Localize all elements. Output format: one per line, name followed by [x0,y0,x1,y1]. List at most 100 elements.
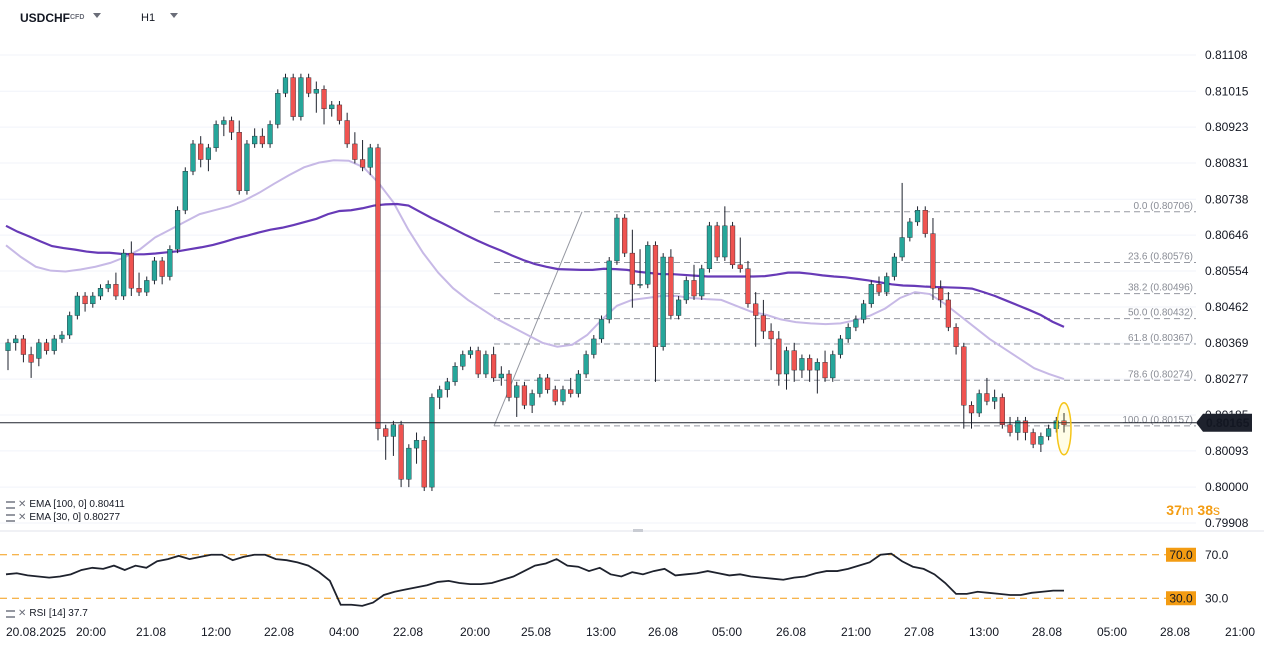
candle-body [267,124,273,145]
symbol-dropdown-chevron-icon[interactable] [93,13,101,18]
candle [429,393,435,492]
candle-body [822,362,828,379]
candle-body [51,338,57,351]
candle [691,264,697,300]
candle [622,214,628,258]
symbol-type-badge: CFD [70,14,85,21]
candle [938,280,944,308]
price-grid [0,54,1264,532]
timeframe-dropdown-chevron-icon[interactable] [170,13,178,18]
candle [252,128,258,148]
candle [51,335,57,355]
candle-body [421,440,427,488]
price-tick-label: 0.80554 [1205,264,1249,278]
candle [768,323,774,371]
candle [5,338,11,371]
price-badge-text: 0.80165 [1206,416,1250,430]
timeframe-selector[interactable]: H1 [141,12,156,24]
candle [799,354,805,378]
candle-body [722,225,728,258]
candle-body [244,143,250,191]
candle [398,420,404,488]
candle [336,101,343,125]
candle-body [1030,432,1036,445]
symbol-name[interactable]: USDCHF [20,11,70,25]
candle [822,350,828,382]
time-tick-label: 12:00 [201,625,231,639]
candle-body [444,381,450,390]
time-tick-label: 13:00 [586,625,616,639]
candle-body [159,260,165,277]
time-tick-label: 26.08 [776,625,806,639]
candle-body [992,397,998,402]
candle-body [1007,424,1013,433]
candle [953,323,959,355]
candle [537,374,543,398]
candle-body [1015,420,1021,433]
candle [598,315,605,343]
legend-ema100[interactable]: ✕ EMA [100, 0] 0.80411 [6,499,125,510]
candle-body [113,284,119,297]
price-tick-label: 0.80831 [1205,156,1249,170]
candle [1015,416,1021,441]
candle [43,338,50,355]
candle [683,276,689,304]
price-badge-shape [1196,413,1252,432]
legend-rsi-label: RSI [14] 37.7 [29,608,88,619]
candle [144,276,150,297]
candle-body [213,124,219,149]
rsi-axis-label: 30.0 [1205,591,1229,605]
candle [830,350,836,382]
candle [221,116,227,137]
candle-body [1022,420,1029,433]
settings-lines-icon[interactable] [6,513,15,522]
candlestick-series [0,73,1196,492]
candle [999,393,1005,429]
candle-body [914,210,921,223]
candle-body [282,77,289,94]
candle [1045,424,1052,441]
candle-body [753,303,759,316]
candle [591,335,597,359]
candle [945,292,951,332]
candle-body [259,135,265,145]
legend-rsi[interactable]: ✕ RSI [14] 37.7 [6,608,88,619]
time-tick-label: 21:00 [841,625,871,639]
candle-body [737,264,743,269]
candle-body [151,260,158,281]
candle [59,331,65,343]
candle-body [228,120,235,133]
candle-body [598,319,605,340]
candle-body [36,342,42,359]
candle-body [383,428,389,437]
candle-body [460,354,466,367]
price-tick-label: 0.81015 [1205,84,1249,98]
candle-body [1045,428,1052,437]
candle [467,346,474,359]
close-icon[interactable]: ✕ [18,499,27,510]
settings-lines-icon[interactable] [6,609,15,618]
legend-ema100-label: EMA [100, 0] 0.80411 [29,499,125,510]
time-tick-label: 20:00 [76,625,106,639]
price-tick-label: 0.80923 [1205,120,1249,134]
candle [706,221,713,273]
close-icon[interactable]: ✕ [18,512,27,523]
candle-body [20,338,27,355]
candle [82,292,88,312]
candle-body [961,346,967,406]
candle-body [629,252,635,285]
candle [90,292,96,308]
settings-lines-icon[interactable] [6,500,15,509]
candle [275,89,281,129]
candle [783,346,790,390]
close-icon[interactable]: ✕ [18,608,27,619]
candle-body [529,393,535,406]
candle-body [544,377,551,390]
candle-body [853,319,859,328]
candle [992,389,998,410]
candle [968,401,975,429]
candle-body [552,389,558,402]
candle-body [583,354,589,375]
legend-ema30[interactable]: ✕ EMA [30, 0] 0.80277 [6,512,120,523]
